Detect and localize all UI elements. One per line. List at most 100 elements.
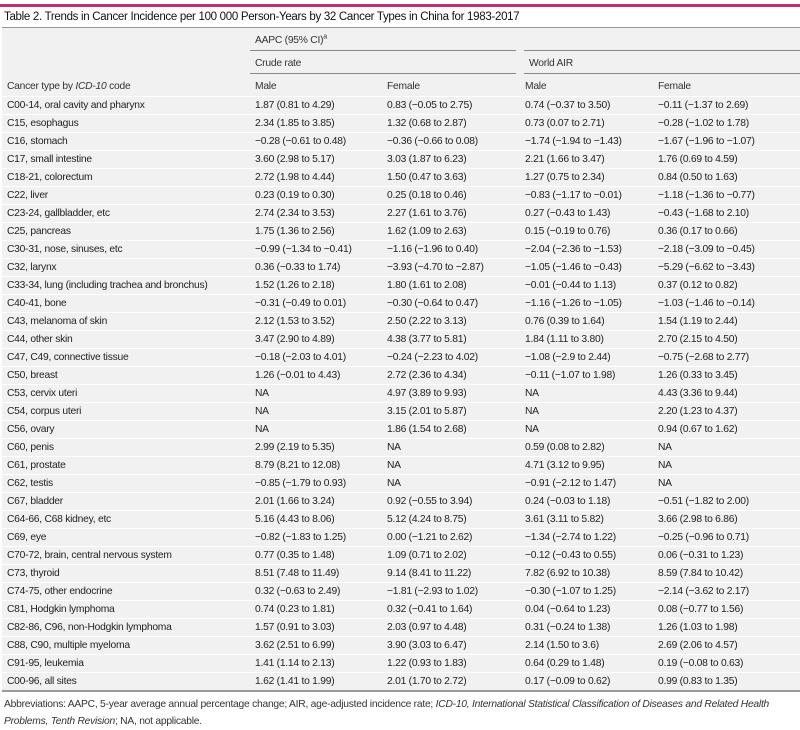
air-male-cell: 2.14 (1.50 to 3.6) — [520, 636, 653, 655]
crude-male-cell: −0.82 (−1.83 to 1.25) — [250, 528, 382, 547]
air-male-cell: −0.11 (−1.07 to 1.98) — [520, 366, 653, 385]
crude-male-cell: 1.41 (1.14 to 2.13) — [250, 654, 382, 673]
cancer-type-cell: C44, other skin — [2, 330, 250, 349]
table-row: C67, bladder 2.01 (1.66 to 3.24) 0.92 (−0.… — [2, 492, 800, 511]
air-female-cell: 2.69 (2.06 to 4.57) — [653, 636, 800, 655]
table-row: C73, thyroid 8.51 (7.48 to 11.49) 9.14 (8.… — [2, 564, 800, 583]
header-blank-2 — [2, 51, 250, 74]
air-male-cell: 0.17 (−0.09 to 0.62) — [520, 672, 653, 691]
table-row: C16, stomach −0.28 (−0.61 to 0.48) −0.36 (… — [2, 132, 800, 151]
table-row: C56, ovary NA 1.86 (1.54 to 2.68) NA 0.94 (0… — [2, 420, 800, 439]
cancer-type-cell: C23-24, gallbladder, etc — [2, 204, 250, 223]
air-female-cell: 1.54 (1.19 to 2.44) — [653, 312, 800, 331]
crude-male-cell: 2.01 (1.66 to 3.24) — [250, 492, 382, 511]
crude-male-cell: −0.18 (−2.03 to 4.01) — [250, 348, 382, 367]
crude-male-cell: 1.62 (1.41 to 1.99) — [250, 672, 382, 691]
crude-male-cell: NA — [250, 384, 382, 403]
crude-female-cell: NA — [382, 456, 520, 475]
table-row: C00-14, oral cavity and pharynx 1.87 (0.8… — [2, 96, 800, 115]
air-male-cell: −1.16 (−1.26 to −1.05) — [520, 294, 653, 313]
table-row: C17, small intestine 3.60 (2.98 to 5.17) 3… — [2, 150, 800, 169]
table-row: C33-34, lung (including trachea and bron… — [2, 276, 800, 295]
air-female-cell: 3.66 (2.98 to 6.86) — [653, 510, 800, 529]
table-row: C74-75, other endocrine 0.32 (−0.63 to 2.… — [2, 582, 800, 601]
air-female-cell: 0.94 (0.67 to 1.62) — [653, 420, 800, 439]
crude-female-cell: 1.32 (0.68 to 2.87) — [382, 114, 520, 133]
table-row: C44, other skin 3.47 (2.90 to 4.89) 4.38 (… — [2, 330, 800, 349]
table-row: C91-95, leukemia 1.41 (1.14 to 2.13) 1.22 … — [2, 654, 800, 673]
cancer-type-cell: C61, prostate — [2, 456, 250, 475]
cancer-type-cell: C60, penis — [2, 438, 250, 457]
cancer-type-cell: C81, Hodgkin lymphoma — [2, 600, 250, 619]
crude-male-cell: −0.28 (−0.61 to 0.48) — [250, 132, 382, 151]
crude-male-cell: 2.99 (2.19 to 5.35) — [250, 438, 382, 457]
air-male-cell: −1.08 (−2.9 to 2.44) — [520, 348, 653, 367]
air-female-cell: −0.25 (−0.96 to 0.71) — [653, 528, 800, 547]
crude-male-cell: 3.62 (2.51 to 6.99) — [250, 636, 382, 655]
crude-male-cell: NA — [250, 402, 382, 421]
air-female-cell: 0.84 (0.50 to 1.63) — [653, 168, 800, 187]
header-crude-female: Female — [387, 81, 420, 92]
air-female-cell: −5.29 (−6.62 to −3.43) — [653, 258, 800, 277]
crude-male-cell: 8.51 (7.48 to 11.49) — [250, 564, 382, 583]
table-body: C00-14, oral cavity and pharynx 1.87 (0.8… — [2, 96, 800, 691]
table-row: C70-72, brain, central nervous system 0.7… — [2, 546, 800, 565]
header-crude-rate: Crude rate — [250, 50, 524, 74]
crude-female-cell: −3.93 (−4.70 to −2.87) — [382, 258, 520, 277]
crude-male-cell: 3.47 (2.90 to 4.89) — [250, 330, 382, 349]
air-female-cell: 0.06 (−0.31 to 1.23) — [653, 546, 800, 565]
crude-female-cell: 2.03 (0.97 to 4.48) — [382, 618, 520, 637]
cancer-type-cell: C74-75, other endocrine — [2, 582, 250, 601]
air-male-cell: 0.27 (−0.43 to 1.43) — [520, 204, 653, 223]
header-crude-male: Male — [255, 81, 277, 92]
crude-female-cell: 5.12 (4.24 to 8.75) — [382, 510, 520, 529]
cancer-type-cell: C91-95, leukemia — [2, 654, 250, 673]
header-world-air: World AIR — [520, 50, 800, 74]
crude-female-cell: 0.25 (0.18 to 0.46) — [382, 186, 520, 205]
crude-female-cell: 3.90 (3.03 to 6.47) — [382, 636, 520, 655]
air-female-cell: 2.20 (1.23 to 4.37) — [653, 402, 800, 421]
crude-female-cell: 3.03 (1.87 to 6.23) — [382, 150, 520, 169]
crude-female-cell: 1.09 (0.71 to 2.02) — [382, 546, 520, 565]
crude-female-cell: 2.01 (1.70 to 2.72) — [382, 672, 520, 691]
crude-male-cell: 0.36 (−0.33 to 1.74) — [250, 258, 382, 277]
crude-female-cell: −1.16 (−1.96 to 0.40) — [382, 240, 520, 259]
crude-male-cell: 1.52 (1.26 to 2.18) — [250, 276, 382, 295]
crude-male-cell: 2.34 (1.85 to 3.85) — [250, 114, 382, 133]
cancer-type-cell: C43, melanoma of skin — [2, 312, 250, 331]
table-footnote: Abbreviations: AAPC, 5-year average annu… — [4, 699, 770, 727]
air-female-cell: −2.18 (−3.09 to −0.45) — [653, 240, 800, 259]
air-female-cell: −0.43 (−1.68 to 2.10) — [653, 204, 800, 223]
air-male-cell: 1.27 (0.75 to 2.34) — [520, 168, 653, 187]
cancer-type-cell: C25, pancreas — [2, 222, 250, 241]
air-male-cell: −0.01 (−0.44 to 1.13) — [520, 276, 653, 295]
crude-male-cell: 1.57 (0.91 to 3.03) — [250, 618, 382, 637]
air-male-cell: 7.82 (6.92 to 10.38) — [520, 564, 653, 583]
air-male-cell: −1.34 (−2.74 to 1.22) — [520, 528, 653, 547]
crude-male-cell: −0.99 (−1.34 to −0.41) — [250, 240, 382, 259]
air-female-cell: 2.70 (2.15 to 4.50) — [653, 330, 800, 349]
air-male-cell: NA — [520, 402, 653, 421]
air-female-cell: −0.75 (−2.68 to 2.77) — [653, 348, 800, 367]
cancer-type-cell: C56, ovary — [2, 420, 250, 439]
air-male-cell: 0.73 (0.07 to 2.71) — [520, 114, 653, 133]
crude-male-cell: 1.26 (−0.01 to 4.43) — [250, 366, 382, 385]
crude-male-cell: 1.87 (0.81 to 4.29) — [250, 96, 382, 115]
crude-female-cell: 0.92 (−0.55 to 3.94) — [382, 492, 520, 511]
air-male-cell: 0.59 (0.08 to 2.82) — [520, 438, 653, 457]
air-male-cell: 1.84 (1.11 to 3.80) — [520, 330, 653, 349]
air-female-cell: −1.18 (−1.36 to −0.77) — [653, 186, 800, 205]
table-row: C47, C49, connective tissue −0.18 (−2.03 … — [2, 348, 800, 367]
air-male-cell: 0.15 (−0.19 to 0.76) — [520, 222, 653, 241]
cancer-type-cell: C70-72, brain, central nervous system — [2, 546, 250, 565]
header-blank — [2, 28, 250, 51]
table-row: C15, esophagus 2.34 (1.85 to 3.85) 1.32 (0… — [2, 114, 800, 133]
air-female-cell: 0.19 (−0.08 to 0.63) — [653, 654, 800, 673]
cancer-type-cell: C47, C49, connective tissue — [2, 348, 250, 367]
air-female-cell: NA — [653, 456, 800, 475]
table-row: C32, larynx 0.36 (−0.33 to 1.74) −3.93 (−4… — [2, 258, 800, 277]
header-aapc: AAPC (95% CI)a — [250, 27, 800, 51]
table-row: C69, eye −0.82 (−1.83 to 1.25) 0.00 (−1.21… — [2, 528, 800, 547]
table-row: C23-24, gallbladder, etc 2.74 (2.34 to 3.… — [2, 204, 800, 223]
air-female-cell: 4.43 (3.36 to 9.44) — [653, 384, 800, 403]
